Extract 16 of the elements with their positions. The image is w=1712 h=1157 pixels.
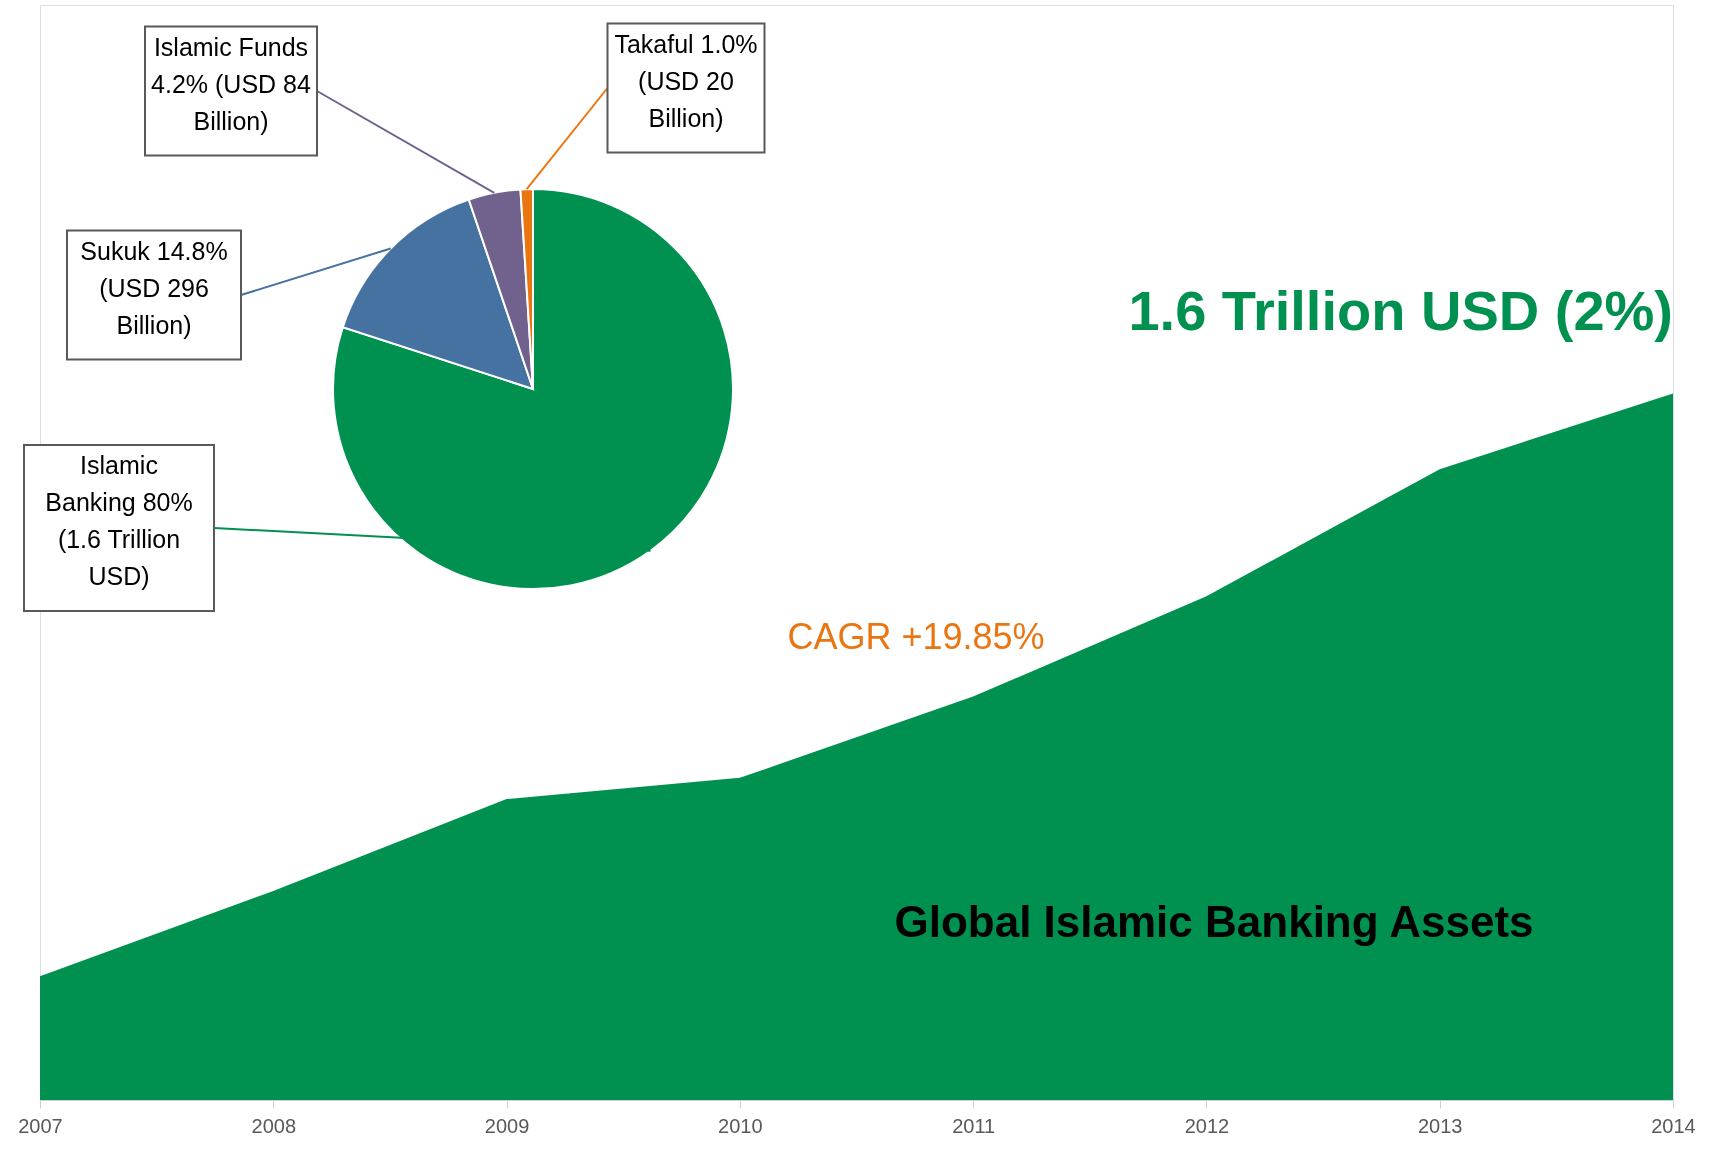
slice-label: Sukuk 14.8% (USD 296 Billion) — [80, 236, 228, 339]
x-tick-label: 2014 — [1651, 1114, 1696, 1137]
x-tick-label: 2007 — [18, 1114, 63, 1137]
slice-label: Takaful 1.0% (USD 20 Billion) — [614, 29, 758, 132]
x-tick-label: 2008 — [251, 1114, 297, 1137]
x-tick-label: 2011 — [952, 1114, 996, 1137]
annotation: Global Islamic Banking Assets — [894, 897, 1534, 946]
x-tick-label: 2012 — [1184, 1114, 1230, 1137]
data-label: 4.2% (USD 84 Billion) — [151, 69, 311, 135]
annotation: 1.6 Trillion USD (2%) — [1128, 278, 1673, 342]
x-tick-label: 2009 — [484, 1114, 530, 1137]
annotation: CAGR +19.85% — [787, 616, 1045, 657]
slice-label: Islamic Banking 80% (1.6 Trillion USD) — [45, 451, 193, 590]
x-tick-label: 2013 — [1417, 1114, 1463, 1137]
slice-label: Islamic Funds — [153, 32, 309, 61]
x-tick-label: 2010 — [718, 1114, 763, 1137]
